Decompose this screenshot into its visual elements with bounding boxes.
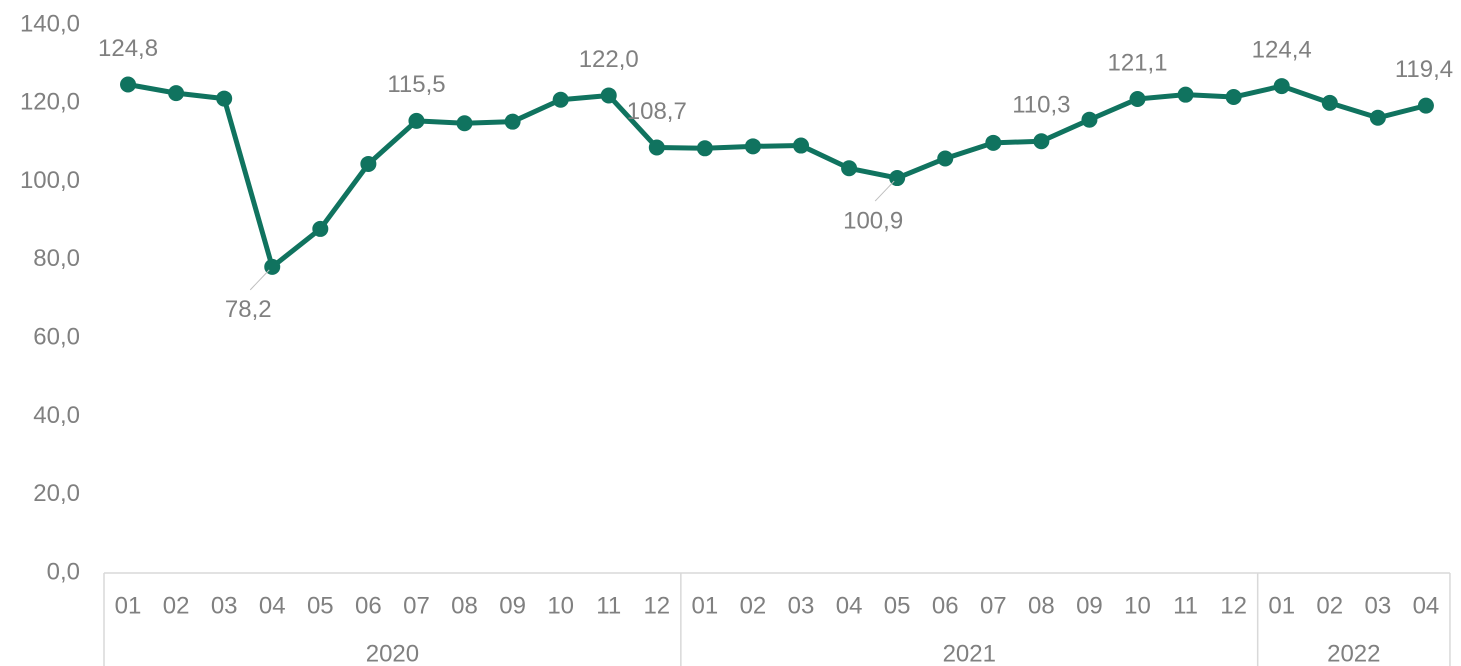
x-tick-label: 10 — [1124, 592, 1151, 619]
x-tick-label: 04 — [1413, 592, 1440, 619]
x-tick-label: 03 — [788, 592, 815, 619]
marker — [360, 155, 377, 172]
data-label: 108,7 — [627, 98, 687, 125]
marker — [504, 113, 521, 130]
marker — [408, 112, 425, 129]
group-label: 2022 — [1327, 640, 1380, 666]
marker — [841, 160, 858, 177]
marker — [744, 138, 761, 155]
x-tick-label: 06 — [932, 592, 959, 619]
x-tick-label: 06 — [355, 592, 382, 619]
x-tick-label: 03 — [211, 592, 238, 619]
x-tick-label: 10 — [547, 592, 574, 619]
marker — [312, 220, 329, 237]
marker — [120, 76, 137, 93]
x-tick-label: 01 — [692, 592, 719, 619]
x-tick-label: 02 — [1316, 592, 1343, 619]
y-tick-label: 0,0 — [47, 558, 80, 585]
marker — [1225, 89, 1242, 106]
x-tick-label: 11 — [1173, 592, 1198, 619]
marker — [696, 140, 713, 157]
marker — [937, 150, 954, 167]
marker — [600, 87, 617, 104]
marker — [793, 137, 810, 154]
line — [127, 82, 1427, 270]
x-tick-label: 01 — [1268, 592, 1295, 619]
x-tick-label: 11 — [596, 592, 621, 619]
marker — [1081, 111, 1098, 128]
marker — [1321, 94, 1338, 111]
group-label: 2021 — [943, 640, 996, 666]
x-tick-label: 09 — [1076, 592, 1103, 619]
marker — [456, 115, 473, 132]
marker — [1417, 97, 1434, 114]
data-label: 115,5 — [387, 71, 445, 98]
y-tick-label: 140,0 — [20, 10, 80, 37]
x-tick-label: 12 — [1220, 592, 1247, 619]
x-tick-label: 08 — [451, 592, 478, 619]
x-tick-label: 01 — [115, 592, 142, 619]
x-tick-label: 07 — [403, 592, 430, 619]
data-label: 100,9 — [843, 207, 903, 234]
leader-line — [874, 180, 895, 202]
x-tick-label: 02 — [740, 592, 767, 619]
x-tick-label: 12 — [643, 592, 670, 619]
x-tick-label: 04 — [836, 592, 863, 619]
x-tick-label: 03 — [1365, 592, 1392, 619]
y-tick-label: 40,0 — [33, 402, 80, 429]
data-label: 110,3 — [1012, 92, 1070, 119]
data-label: 124,4 — [1252, 36, 1312, 63]
y-tick-label: 80,0 — [33, 245, 80, 272]
x-tick-label: 04 — [259, 592, 286, 619]
marker — [985, 134, 1002, 151]
marker — [1129, 90, 1146, 107]
x-tick-label: 09 — [499, 592, 526, 619]
y-tick-label: 60,0 — [33, 323, 80, 350]
leader-line — [249, 269, 270, 291]
marker — [1273, 78, 1290, 95]
group-label: 2020 — [366, 640, 419, 666]
data-label: 119,4 — [1395, 56, 1453, 83]
data-label: 121,1 — [1107, 49, 1167, 76]
marker — [1033, 133, 1050, 150]
marker — [216, 90, 233, 107]
marker — [1177, 86, 1194, 103]
marker — [168, 85, 185, 102]
marker — [1369, 109, 1386, 126]
x-tick-label: 05 — [884, 592, 911, 619]
data-label: 122,0 — [579, 46, 639, 73]
marker — [648, 139, 665, 156]
marker — [552, 91, 569, 108]
y-tick-label: 20,0 — [33, 480, 80, 507]
y-tick-label: 100,0 — [20, 167, 80, 194]
x-tick-label: 07 — [980, 592, 1007, 619]
data-label: 78,2 — [225, 296, 272, 323]
x-tick-label: 02 — [163, 592, 190, 619]
x-tick-label: 05 — [307, 592, 334, 619]
x-tick-label: 08 — [1028, 592, 1055, 619]
data-label: 124,8 — [98, 35, 158, 62]
y-tick-label: 120,0 — [20, 89, 80, 116]
